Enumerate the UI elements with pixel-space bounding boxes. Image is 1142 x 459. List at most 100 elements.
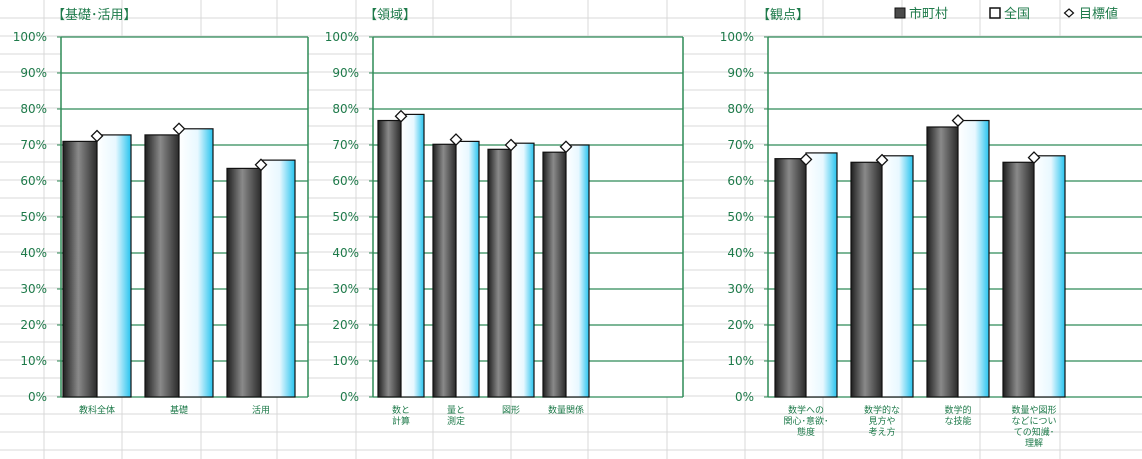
- bar-shichoson: [926, 126, 959, 398]
- y-tick-label: 70%: [20, 138, 47, 152]
- y-tick-label: 50%: [727, 210, 754, 224]
- y-tick-label: 50%: [332, 210, 359, 224]
- legend: 市町村 全国 目標値: [894, 6, 1118, 22]
- y-tick-label: 40%: [332, 246, 359, 260]
- legend-diamond-icon: [1063, 8, 1075, 18]
- y-tick-label: 100%: [325, 30, 359, 44]
- y-tick-label: 90%: [20, 66, 47, 80]
- chart-ryoiki: 【領域】 0% 10% 20% 30% 40% 50% 60% 70% 80% 90% 100% 数と…: [325, 7, 684, 427]
- target-marker: [504, 138, 518, 152]
- bar-shichoson: [774, 158, 807, 398]
- y-tick-label: 90%: [727, 66, 754, 80]
- bar-shichoson: [377, 119, 402, 398]
- y-tick-label: 60%: [727, 174, 754, 188]
- target-marker: [90, 129, 104, 143]
- x-category-label: 数量や図形: [1011, 404, 1056, 416]
- x-category-label: 態度: [797, 426, 815, 438]
- y-tick-label: 30%: [332, 282, 359, 296]
- bar-zenkoku: [1033, 155, 1066, 398]
- bar-zenkoku: [510, 142, 535, 398]
- target-marker: [951, 114, 965, 127]
- x-category-label: 数学への: [788, 404, 824, 416]
- y-tick-label: 10%: [20, 354, 47, 368]
- bar-shichoson: [432, 143, 457, 398]
- bar-zenkoku: [805, 152, 838, 398]
- bar-shichoson: [1002, 161, 1035, 398]
- bar-shichoson: [226, 167, 262, 398]
- y-tick-label: 70%: [727, 138, 754, 152]
- y-tick-label: 30%: [20, 282, 47, 296]
- y-tick-label: 30%: [727, 282, 754, 296]
- chart-title: 【観点】: [757, 8, 809, 23]
- x-category-label: 数量関係: [548, 404, 584, 416]
- y-tick-label: 70%: [332, 138, 359, 152]
- bar-zenkoku: [455, 140, 480, 398]
- bar-shichoson: [144, 134, 180, 398]
- y-tick-label: 20%: [20, 318, 47, 332]
- x-category-label: 計算: [392, 415, 410, 427]
- target-marker: [394, 109, 408, 123]
- x-category-label: 測定: [447, 415, 465, 427]
- target-marker: [172, 122, 186, 136]
- legend-swatch-cyan: [989, 7, 1001, 19]
- target-marker: [1027, 151, 1041, 165]
- y-tick-label: 0%: [735, 390, 754, 404]
- bar-shichoson: [487, 148, 512, 398]
- chart-title: 【領域】: [364, 7, 416, 23]
- target-marker: [449, 133, 463, 147]
- x-category-label: 教科全体: [79, 404, 115, 416]
- y-tick-label: 0%: [340, 390, 359, 404]
- y-tick-label: 0%: [28, 390, 47, 404]
- x-category-label: 数学的: [944, 404, 971, 416]
- y-tick-label: 10%: [727, 354, 754, 368]
- target-marker: [559, 140, 573, 154]
- bar-zenkoku: [96, 134, 132, 398]
- bar-zenkoku: [400, 113, 425, 398]
- chart-kanten: 【観点】 0% 10% 20% 30% 40% 50% 60% 70% 80% 90% 100% 数学…: [720, 8, 1142, 449]
- legend-swatch-dark: [894, 7, 906, 19]
- bar-shichoson: [850, 161, 883, 398]
- x-category-label: 理解: [1025, 437, 1043, 449]
- x-category-label: ての知識･: [1014, 426, 1055, 438]
- target-marker: [254, 158, 268, 172]
- bar-zenkoku: [565, 144, 590, 398]
- legend-label: 市町村: [909, 6, 948, 22]
- y-tick-label: 40%: [727, 246, 754, 260]
- bar-zenkoku: [881, 155, 914, 398]
- y-tick-label: 100%: [13, 30, 47, 44]
- x-category-label: 図形: [502, 404, 520, 416]
- bar-shichoson: [62, 140, 98, 398]
- y-tick-label: 60%: [20, 174, 47, 188]
- legend-label: 全国: [1004, 6, 1030, 22]
- y-tick-label: 80%: [727, 102, 754, 116]
- y-tick-label: 90%: [332, 66, 359, 80]
- x-category-label: などについ: [1011, 416, 1056, 427]
- bar-shichoson: [542, 151, 567, 398]
- x-category-label: 関心･意欲･: [783, 415, 828, 427]
- y-tick-label: 20%: [332, 318, 359, 332]
- x-category-label: 見方や: [868, 415, 895, 427]
- target-marker: [875, 153, 889, 167]
- y-tick-label: 10%: [332, 354, 359, 368]
- x-category-label: な技能: [944, 415, 971, 427]
- y-tick-label: 100%: [720, 30, 754, 44]
- x-category-label: 活用: [252, 404, 270, 416]
- bar-zenkoku: [260, 159, 296, 398]
- chart-kiso-katsuyo: 【基礎･活用】 0% 10% 20% 30% 40% 50% 60% 70% 80% 90% 100…: [13, 8, 309, 416]
- chart-title: 【基礎･活用】: [52, 8, 137, 23]
- x-category-label: 数学的な: [864, 404, 900, 416]
- y-tick-label: 20%: [727, 318, 754, 332]
- y-tick-label: 40%: [20, 246, 47, 260]
- x-category-label: 基礎: [170, 404, 188, 416]
- y-tick-label: 60%: [332, 174, 359, 188]
- legend-label: 目標値: [1079, 6, 1118, 22]
- x-category-label: 考え方: [868, 426, 895, 438]
- y-tick-label: 80%: [20, 102, 47, 116]
- y-tick-label: 50%: [20, 210, 47, 224]
- x-category-label: 数と: [392, 404, 410, 416]
- x-category-label: 量と: [447, 405, 465, 416]
- y-tick-label: 80%: [332, 102, 359, 116]
- bar-zenkoku: [178, 128, 214, 398]
- target-marker: [799, 152, 813, 166]
